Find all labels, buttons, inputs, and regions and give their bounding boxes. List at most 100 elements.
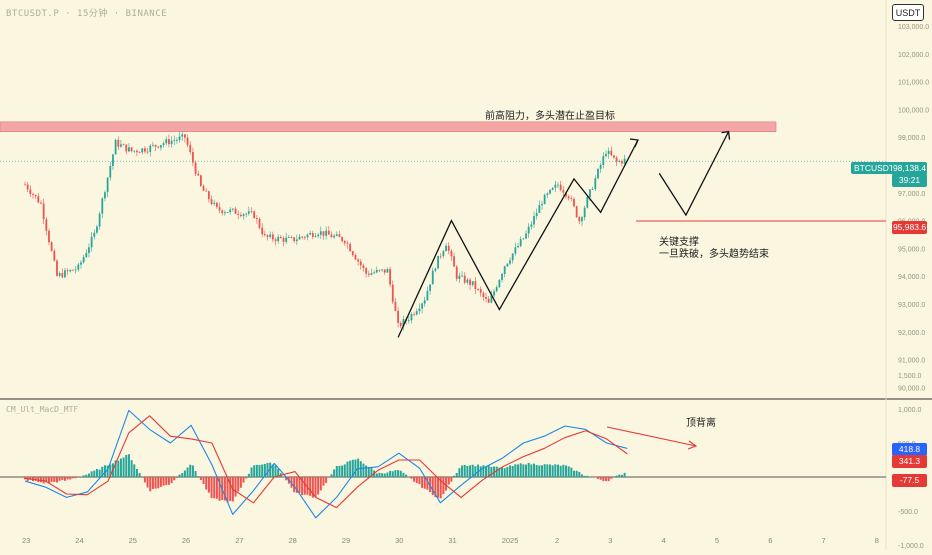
- candle-body: [93, 233, 95, 237]
- candle-body: [259, 219, 261, 228]
- macd-histogram-bar: [144, 477, 146, 482]
- candle-body: [584, 208, 586, 218]
- candle-body: [389, 269, 391, 285]
- candle-body: [221, 210, 223, 213]
- macd-histogram-bar: [384, 473, 386, 477]
- macd-histogram-bar: [608, 477, 610, 481]
- candle-body: [530, 224, 532, 226]
- candle-body: [123, 144, 125, 145]
- macd-histogram-bar: [336, 466, 338, 477]
- macd-histogram-bar: [410, 477, 412, 479]
- price-tick-label: 103,000.0: [898, 24, 929, 31]
- candle-body: [163, 143, 165, 145]
- macd-histogram-bar: [69, 477, 71, 479]
- candle-body: [557, 185, 559, 186]
- macd-histogram-bar: [368, 467, 370, 477]
- candle-body: [125, 145, 127, 152]
- candle-body: [216, 203, 218, 207]
- candle-body: [139, 152, 141, 153]
- support-annotation-body[interactable]: 一旦跌破，多头趋势结束: [659, 248, 769, 261]
- candle-body: [546, 194, 548, 195]
- macd-histogram-bar: [581, 474, 583, 477]
- candle-body: [347, 243, 349, 244]
- candle-body: [480, 289, 482, 293]
- macd-histogram-bar: [192, 465, 194, 477]
- candle-body: [392, 285, 394, 302]
- candle-body: [544, 195, 546, 204]
- macd-histogram-bar: [117, 461, 119, 477]
- candle-body: [61, 273, 63, 277]
- candle-body: [256, 218, 258, 219]
- macd-histogram-bar: [298, 477, 300, 493]
- zigzag-arrowhead: [630, 139, 638, 147]
- macd-histogram-bar: [139, 473, 141, 477]
- date-tick-label: 23: [22, 536, 30, 545]
- macd-histogram-bar: [432, 477, 434, 495]
- candle-body: [56, 261, 58, 276]
- macd-histogram-bar: [147, 477, 149, 488]
- resistance-annotation[interactable]: 前高阻力，多头潜在止盈目标: [485, 110, 615, 123]
- candle-body: [552, 188, 554, 190]
- candle-body: [336, 234, 338, 235]
- candle-body: [147, 152, 149, 153]
- macd-histogram-bar: [485, 467, 487, 477]
- candle-body: [248, 211, 250, 213]
- macd-histogram-bar: [213, 477, 215, 498]
- candle-body: [504, 266, 506, 274]
- candle-body: [120, 144, 122, 146]
- macd-histogram-bar: [528, 463, 530, 477]
- macd-tick-label: -500.0: [898, 509, 918, 516]
- price-tick-label: 99,000.0: [898, 135, 925, 142]
- candle-body: [99, 214, 101, 227]
- macd-histogram-bar: [405, 475, 407, 477]
- divergence-annotation[interactable]: 顶背离: [686, 417, 716, 430]
- candle-body: [69, 270, 71, 271]
- candle-body: [288, 237, 290, 238]
- macd-histogram-bar: [376, 473, 378, 477]
- candle-body: [283, 238, 285, 242]
- candle-body: [554, 185, 556, 188]
- candle-body: [96, 226, 98, 232]
- projection-path: [659, 132, 728, 215]
- candle-body: [133, 151, 135, 152]
- candle-body: [437, 256, 439, 269]
- candle-body: [368, 274, 370, 275]
- candle-body: [333, 236, 335, 237]
- macd-histogram-bar: [586, 476, 588, 477]
- candle-body: [501, 274, 503, 280]
- candle-body: [88, 247, 90, 253]
- candle-body: [37, 196, 39, 202]
- macd-histogram-bar: [365, 466, 367, 477]
- macd-histogram-bar: [600, 477, 602, 480]
- candle-body: [453, 256, 455, 266]
- currency-button[interactable]: USDT: [892, 4, 924, 21]
- date-tick-label: 4: [662, 536, 666, 545]
- candle-body: [115, 140, 117, 155]
- macd-histogram-bar: [61, 477, 63, 480]
- macd-histogram-bar: [157, 477, 159, 488]
- price-tick-label: 94,000.0: [898, 274, 925, 281]
- candle-body: [309, 233, 311, 234]
- date-tick-label: 25: [129, 536, 137, 545]
- macd-histogram-bar: [208, 477, 210, 493]
- macd-histogram-bar: [514, 464, 516, 477]
- macd-histogram-bar: [93, 471, 95, 477]
- macd-histogram-bar: [75, 477, 77, 478]
- date-tick-label: 27: [235, 536, 243, 545]
- macd-histogram-bar: [461, 465, 463, 477]
- macd-histogram-bar: [386, 473, 388, 477]
- candle-body: [72, 270, 74, 271]
- macd-histogram-bar: [584, 476, 586, 477]
- candle-body: [573, 199, 575, 206]
- candle-body: [35, 195, 37, 196]
- candle-body: [253, 211, 255, 218]
- candle-body: [200, 175, 202, 186]
- candle-body: [131, 147, 133, 151]
- candle-body: [64, 270, 66, 277]
- candle-body: [53, 251, 55, 261]
- macd-histogram-bar: [504, 468, 506, 477]
- candle-body: [77, 265, 79, 270]
- candle-body: [395, 302, 397, 311]
